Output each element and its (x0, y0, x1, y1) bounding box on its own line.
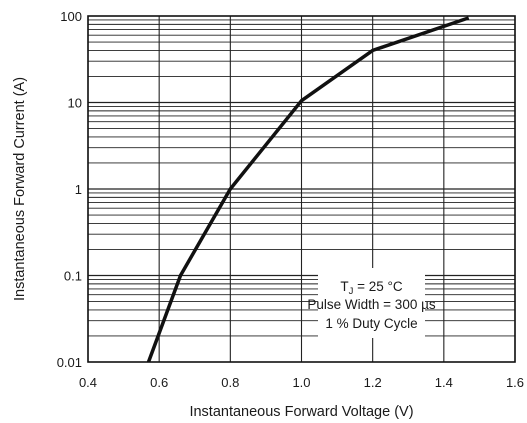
x-tick-label: 1.2 (364, 375, 382, 390)
x-tick-label: 1.4 (435, 375, 453, 390)
annotation-tj-rest: = 25 °C (353, 279, 403, 294)
annotation-tj-sub: J (349, 286, 354, 297)
y-tick-label: 1 (75, 182, 82, 197)
annotation-box (318, 268, 425, 338)
x-tick-label: 1.0 (292, 375, 310, 390)
annotation-tj-main: T (340, 279, 348, 294)
y-axis-title: Instantaneous Forward Current (A) (12, 77, 28, 301)
plot-frame (87, 15, 516, 363)
annotation-junction-temp: TJ = 25 °C (340, 279, 403, 297)
x-tick-label: 0.4 (79, 375, 97, 390)
annotation-pulse-width: Pulse Width = 300 µs (307, 297, 435, 312)
series-line-forward-current (146, 16, 470, 363)
x-tick-labels: 0.4 0.6 0.8 1.0 1.2 1.4 1.6 (79, 375, 524, 390)
y-tick-label: 10 (68, 96, 82, 111)
y-tick-labels: 0.01 0.1 1 10 100 (57, 9, 82, 370)
y-tick-label: 0.01 (57, 355, 82, 370)
y-tick-label: 0.1 (64, 269, 82, 284)
x-tick-label: 0.8 (221, 375, 239, 390)
x-tick-label: 0.6 (150, 375, 168, 390)
annotation-duty-cycle: 1 % Duty Cycle (325, 316, 417, 331)
x-tick-label: 1.6 (506, 375, 524, 390)
grid (87, 16, 516, 362)
y-tick-label: 100 (60, 9, 82, 24)
x-axis-title: Instantaneous Forward Voltage (V) (189, 404, 413, 420)
